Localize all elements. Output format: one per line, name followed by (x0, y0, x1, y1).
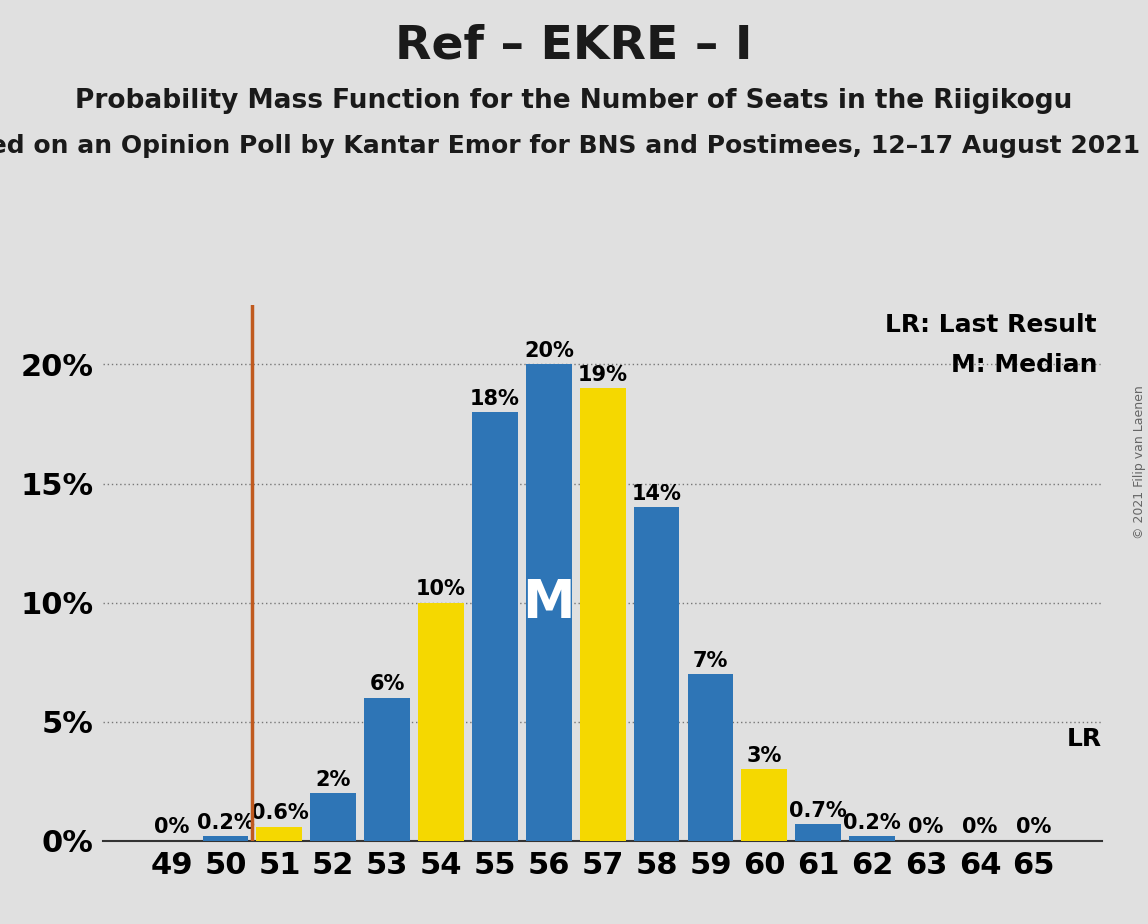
Bar (472, 412, 518, 841)
Bar (418, 602, 464, 841)
Text: LR: LR (1066, 727, 1102, 751)
Text: M: Median: M: Median (951, 353, 1097, 377)
Bar (796, 824, 841, 841)
Text: 14%: 14% (631, 484, 682, 504)
Bar (310, 793, 356, 841)
Bar (580, 388, 626, 841)
Bar (850, 836, 895, 841)
Text: 6%: 6% (370, 675, 405, 694)
Text: 2%: 2% (316, 770, 351, 790)
Bar (742, 770, 788, 841)
Bar (688, 675, 734, 841)
Text: 18%: 18% (470, 388, 520, 408)
Text: LR: Last Result: LR: Last Result (885, 313, 1097, 337)
Bar (526, 364, 572, 841)
Text: 0%: 0% (962, 817, 998, 837)
Text: 0.2%: 0.2% (844, 812, 901, 833)
Text: 0%: 0% (1016, 817, 1052, 837)
Text: 7%: 7% (692, 650, 728, 671)
Text: 19%: 19% (577, 365, 628, 384)
Text: Based on an Opinion Poll by Kantar Emor for BNS and Postimees, 12–17 August 2021: Based on an Opinion Poll by Kantar Emor … (0, 134, 1140, 158)
Bar (202, 836, 248, 841)
Bar (634, 507, 680, 841)
Text: 0.7%: 0.7% (790, 800, 847, 821)
Text: 20%: 20% (523, 341, 574, 361)
Text: Ref – EKRE – I: Ref – EKRE – I (395, 23, 753, 68)
Text: M: M (522, 577, 575, 628)
Text: 0%: 0% (908, 817, 944, 837)
Bar (364, 698, 410, 841)
Text: Probability Mass Function for the Number of Seats in the Riigikogu: Probability Mass Function for the Number… (76, 88, 1072, 114)
Text: © 2021 Filip van Laenen: © 2021 Filip van Laenen (1133, 385, 1147, 539)
Bar (256, 827, 302, 841)
Text: 3%: 3% (746, 746, 782, 766)
Text: 0%: 0% (154, 817, 189, 837)
Text: 0.6%: 0.6% (250, 803, 309, 823)
Text: 10%: 10% (416, 579, 466, 599)
Text: 0.2%: 0.2% (196, 812, 255, 833)
